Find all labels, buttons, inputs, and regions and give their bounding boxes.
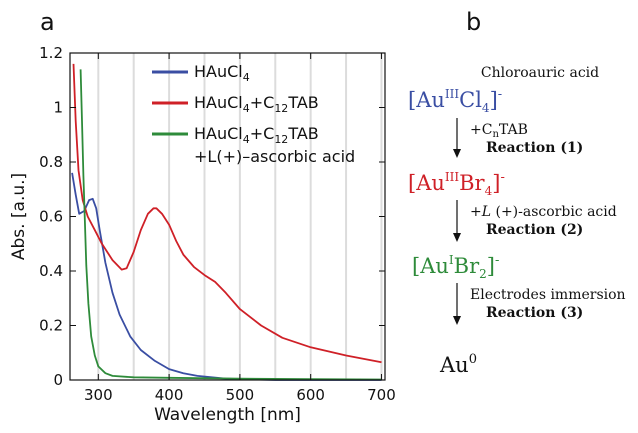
arrow-head-icon xyxy=(453,233,461,242)
arrow-head-icon xyxy=(453,149,461,158)
species-3: [AuIBr2]- xyxy=(412,253,499,281)
legend-entry-1: HAuCl4 xyxy=(194,62,250,84)
legend-entry-3: HAuCl4+C12TAB xyxy=(194,124,319,146)
y-tick-label: 1.2 xyxy=(39,44,63,62)
x-tick-label: 300 xyxy=(84,386,113,404)
x-tick-label: 700 xyxy=(367,386,396,404)
legend: HAuCl4HAuCl4+C12TABHAuCl4+C12TAB+L(+)–as… xyxy=(152,62,355,166)
x-tick-label: 600 xyxy=(296,386,325,404)
y-tick-label: 0.8 xyxy=(39,153,63,171)
legend-entry-3-line2: +L(+)–ascorbic acid xyxy=(194,147,355,166)
y-tick-label: 0 xyxy=(53,371,63,389)
y-tick-label: 0.6 xyxy=(39,208,63,226)
species-1: [AuIIICl4]- xyxy=(408,87,502,115)
axis-ticks: 300 400 500 600 700 0 0.2 0.4 0.6 0.8 1 1.2 xyxy=(39,44,396,404)
panel-b-label: b xyxy=(466,8,481,36)
species-4: Au0 xyxy=(439,352,477,377)
reagent-2: +L (+)-ascorbic acid xyxy=(470,204,617,220)
legend-entry-2: HAuCl4+C12TAB xyxy=(194,93,319,115)
reaction-label-1: Reaction (1) xyxy=(486,140,583,156)
absorbance-chart: 300 400 500 600 700 0 0.2 0.4 0.6 0.8 1 1.2 Wavelen… xyxy=(9,44,396,425)
series-line-3 xyxy=(79,69,382,381)
reagent-1: +CnTAB xyxy=(470,122,528,140)
series-line-2 xyxy=(72,63,382,364)
series-line-1 xyxy=(71,172,382,381)
series-lines xyxy=(71,63,382,381)
reaction-label-3: Reaction (3) xyxy=(486,305,583,321)
panel-a-label: a xyxy=(40,8,55,36)
arrow-head-icon xyxy=(453,316,461,325)
y-tick-label: 0.2 xyxy=(39,317,63,335)
reagent-3: Electrodes immersion xyxy=(470,287,626,303)
x-tick-label: 500 xyxy=(226,386,255,404)
reaction-scheme: Chloroauric acid [AuIIICl4]- [AuIIIBr4]- [… xyxy=(408,65,626,377)
species-2: [AuIIIBr4]- xyxy=(408,170,505,198)
reaction-label-2: Reaction (2) xyxy=(486,222,583,238)
y-tick-label: 1 xyxy=(53,99,63,117)
x-tick-label: 400 xyxy=(155,386,184,404)
x-axis-label: Wavelength [nm] xyxy=(154,405,301,425)
y-tick-label: 0.4 xyxy=(39,262,63,280)
start-caption: Chloroauric acid xyxy=(481,65,599,81)
y-axis-label: Abs. [a.u.] xyxy=(9,173,29,260)
